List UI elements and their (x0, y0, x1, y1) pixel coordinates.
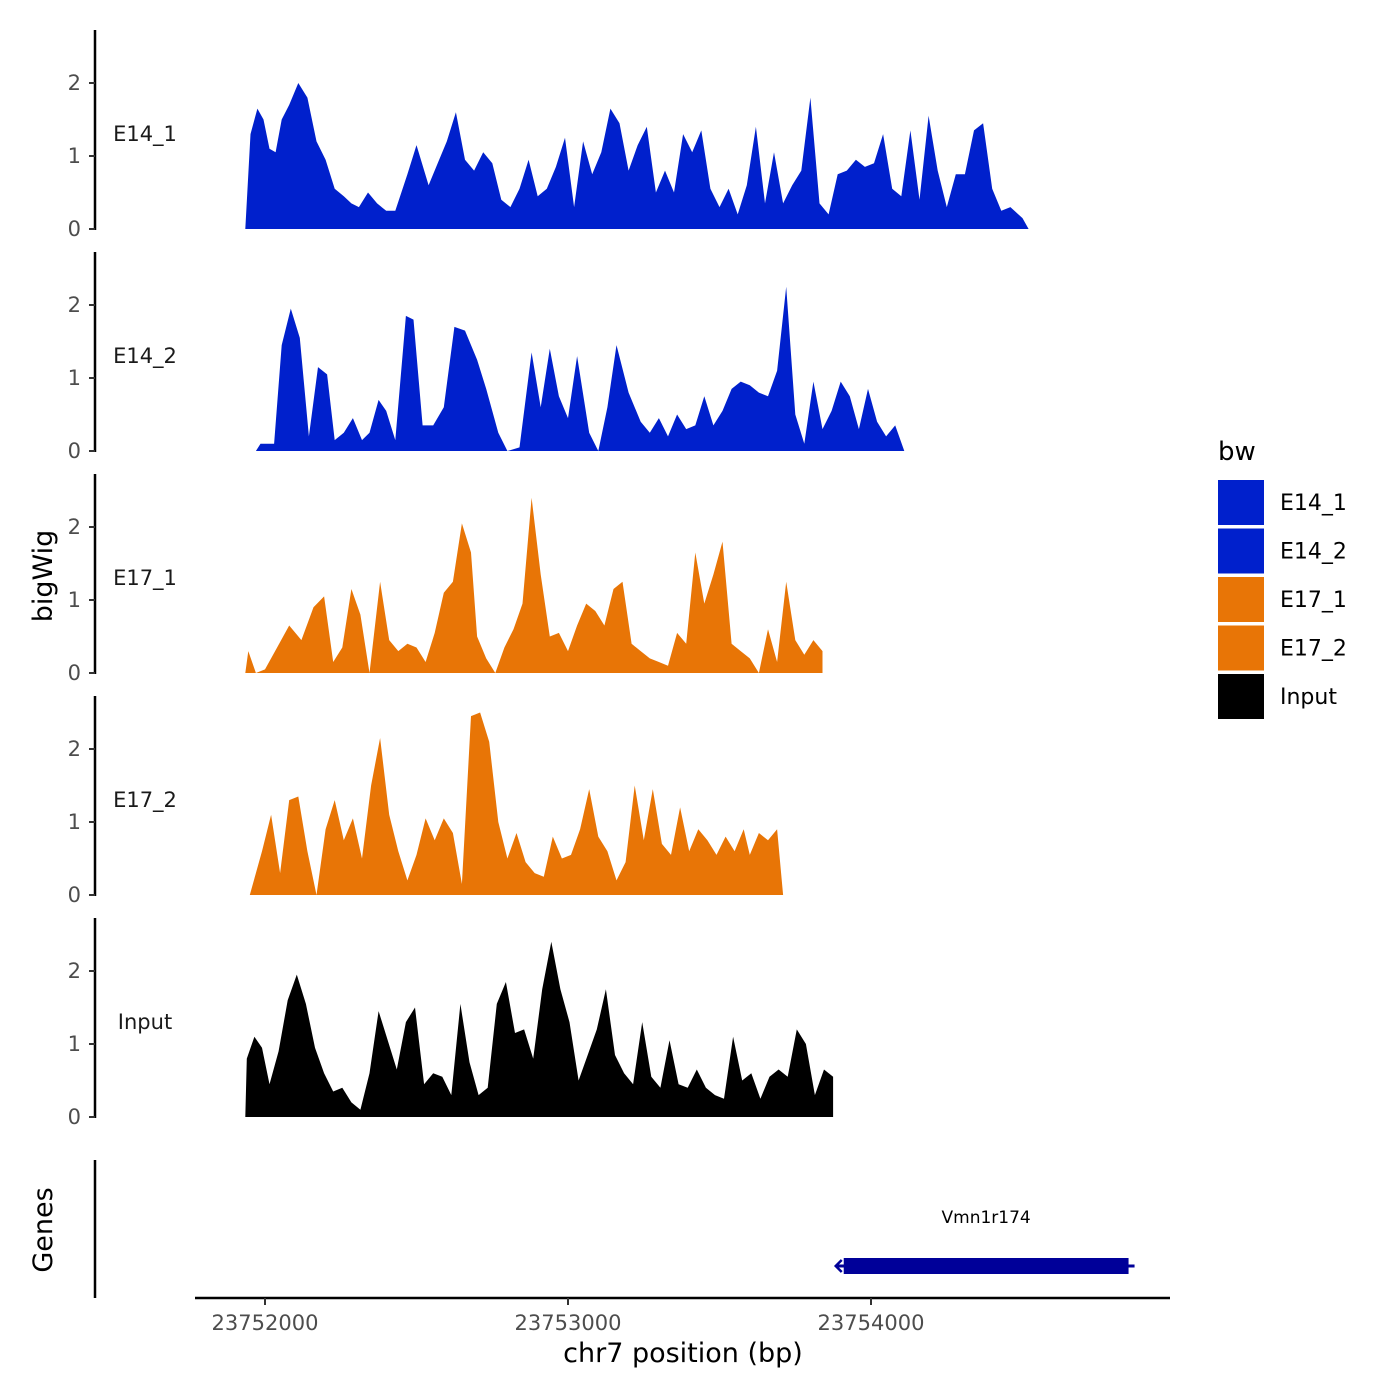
track-e17-2: 0 1 2 E17_2 (68, 696, 784, 907)
track-e14-1: 0 1 2 E14_1 (68, 30, 1059, 241)
coverage-area (245, 941, 834, 1117)
legend-swatch (1218, 480, 1264, 525)
y-tick-label: 0 (68, 883, 81, 907)
x-axis-title: chr7 position (bp) (563, 1338, 803, 1369)
legend-label: E14_1 (1280, 491, 1347, 516)
y-tick-label: 0 (68, 439, 81, 463)
y-tick-label: 1 (68, 366, 81, 390)
track-label: Input (118, 1010, 172, 1034)
track-label: E14_2 (113, 344, 177, 369)
y-tick-label: 1 (68, 1032, 81, 1056)
bigwig-tracks: 0 1 2 E14_1 0 1 2 E14_2 0 1 2 E17_1 0 1 2 E17_2 0 1 2 Input (68, 30, 1059, 1129)
coverage-area (255, 286, 905, 451)
coverage-area (245, 83, 1059, 229)
legend-swatch (1218, 577, 1264, 622)
x-tick-label: 23752000 (212, 1311, 319, 1335)
x-axis: 23752000 23753000 23754000 (195, 1296, 1170, 1335)
y-tick-label: 2 (68, 737, 81, 761)
legend-swatch (1218, 625, 1264, 671)
gene-label: Vmn1r174 (942, 1208, 1031, 1228)
y-tick-label: 0 (68, 217, 81, 241)
legend-swatch (1218, 528, 1264, 574)
y-tick-label: 2 (68, 515, 81, 539)
gene-strand-arrow-icon (833, 1259, 843, 1273)
legend-label: E17_2 (1280, 637, 1347, 662)
track-e17-1: 0 1 2 E17_1 (68, 474, 823, 685)
legend-title: bw (1218, 437, 1256, 467)
legend-label: E14_2 (1280, 540, 1347, 565)
track-e14-2: 0 1 2 E14_2 (68, 252, 905, 463)
x-tick-label: 23753000 (515, 1311, 622, 1335)
y-axis-title: bigWig (28, 530, 59, 623)
track-label: E17_2 (113, 788, 177, 813)
track-label: E17_1 (113, 566, 177, 591)
track-label: E14_1 (113, 122, 177, 147)
x-tick-label: 23754000 (818, 1311, 925, 1335)
genes-panel-title: Genes (28, 1187, 59, 1272)
y-tick-label: 2 (68, 293, 81, 317)
y-tick-label: 1 (68, 144, 81, 168)
legend-label: E17_1 (1280, 588, 1347, 613)
legend-label: Input (1280, 685, 1337, 710)
y-tick-label: 0 (68, 661, 81, 685)
y-tick-label: 1 (68, 588, 81, 612)
genes-panel: Vmn1r174 (93, 1160, 1135, 1298)
y-tick-label: 0 (68, 1105, 81, 1129)
track-input: 0 1 2 Input (68, 918, 834, 1129)
y-tick-label: 1 (68, 810, 81, 834)
y-tick-label: 2 (68, 959, 81, 983)
legend-swatch (1218, 674, 1264, 719)
legend: bw E14_1 E14_2 E17_1 E17_2 Input (1218, 437, 1347, 719)
coverage-area (245, 712, 784, 895)
coverage-area (245, 497, 823, 673)
y-tick-label: 2 (68, 71, 81, 95)
